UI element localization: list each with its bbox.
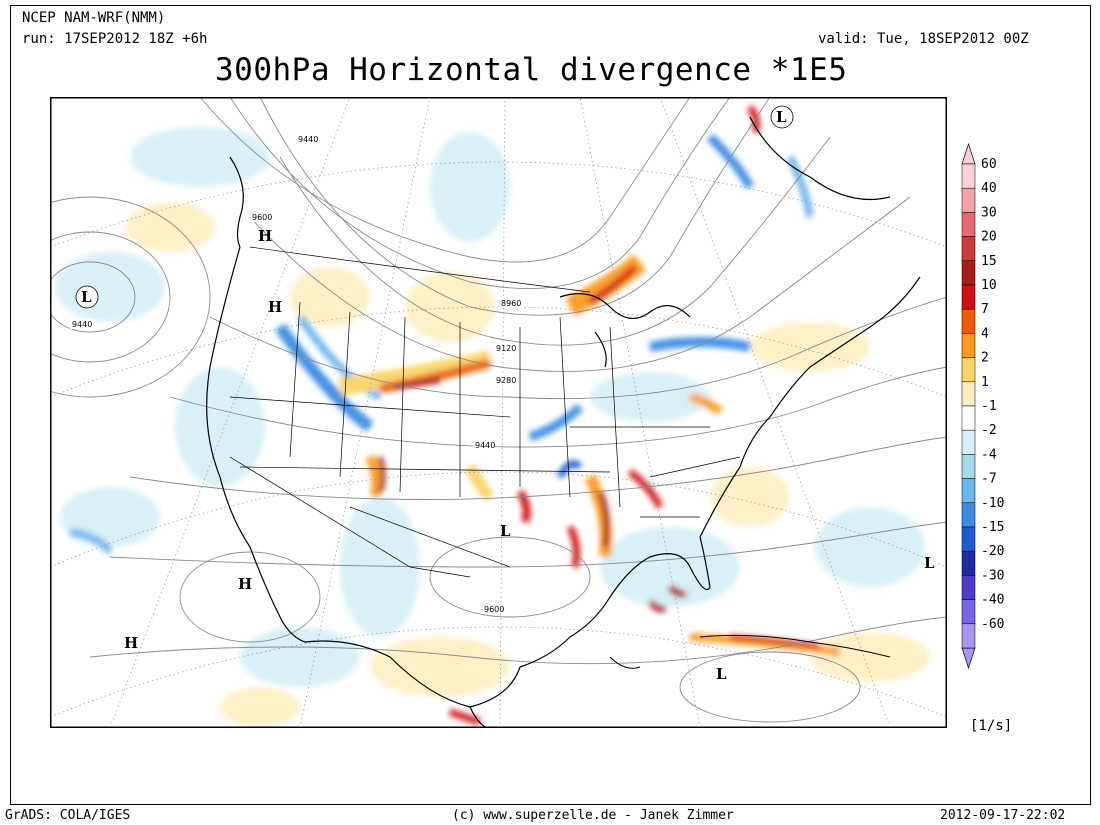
divergence-field [55, 105, 930, 727]
contour-labels: 9440 9600 9440 8960 9120 9280 9440 9600 [70, 134, 521, 614]
run-time: run: 17SEP2012 18Z +6h [22, 31, 208, 47]
state-borders [229, 246, 741, 578]
colorbar-swatch [961, 260, 976, 286]
colorbar-swatch [961, 284, 976, 310]
colorbar-swatch [961, 599, 976, 625]
plot-frame [10, 5, 1091, 805]
colorbar-label: -7 [981, 472, 997, 487]
footer-credit: (c) www.superzelle.de - Janek Zimmer [452, 808, 734, 823]
colorbar-label: 1 [981, 375, 989, 390]
colorbar-swatch [961, 405, 976, 431]
colorbar-label: 4 [981, 326, 989, 341]
colorbar-label: -20 [981, 544, 1004, 559]
colorbar-label: 40 [981, 181, 997, 196]
valid-time: valid: Tue, 18SEP2012 00Z [818, 31, 1029, 47]
contour-label: 9440 [475, 441, 495, 450]
colorbar-swatch [961, 236, 976, 262]
colorbar-swatch [961, 357, 976, 383]
colorbar: 60 40 30 20 15 10 7 4 2 1 -1 -2 -4 -7 -10 -15 -20 -30 -40 -… [961, 142, 1004, 670]
footer-timestamp: 2012-09-17-22:02 [940, 808, 1066, 823]
colorbar-label: 7 [981, 302, 989, 317]
contour-label: 9120 [496, 344, 516, 353]
colorbar-label: -40 [981, 593, 1004, 608]
pressure-centers: L L H H L H H L L [75, 105, 935, 683]
colorbar-swatch [961, 381, 976, 407]
low-pressure-center: L [81, 288, 92, 306]
contour-label: 9600 [484, 605, 504, 614]
colorbar-swatch [961, 212, 976, 237]
plot-title: 300hPa Horizontal divergence *1E5 [215, 52, 848, 88]
contour-label: 9600 [252, 213, 272, 222]
divergence-map: 9440 9600 9440 8960 9120 9280 9440 9600 … [50, 97, 947, 728]
colorbar-label: 15 [981, 254, 997, 269]
colorbar-label: 10 [981, 278, 997, 293]
colorbar-swatch [961, 550, 976, 576]
colorbar-swatch [961, 187, 976, 213]
colorbar-bottom-arrow [961, 647, 976, 670]
colorbar-swatch [961, 623, 976, 649]
low-pressure-center: L [716, 665, 727, 683]
colorbar-label: 60 [981, 157, 997, 172]
colorbar-swatch [961, 308, 976, 334]
colorbar-label: -4 [981, 447, 997, 462]
height-contours [50, 97, 947, 723]
footer-software: GrADS: COLA/IGES [5, 808, 131, 823]
colorbar-swatch [961, 478, 976, 504]
colorbar-swatch [961, 163, 976, 189]
low-pressure-center: L [776, 108, 787, 126]
colorbar-label: -10 [981, 496, 1004, 511]
contour-label: 9440 [298, 135, 318, 144]
colorbar-label: 30 [981, 205, 997, 220]
colorbar-label: -1 [981, 399, 997, 414]
low-pressure-center: L [924, 554, 935, 572]
colorbar-swatch [961, 429, 976, 455]
colorbar-swatch [961, 454, 976, 479]
model-name: NCEP NAM-WRF(NMM) [22, 10, 166, 26]
colorbar-swatch [961, 526, 976, 552]
colorbar-label: -30 [981, 568, 1004, 583]
contour-label: 9280 [496, 376, 516, 385]
low-pressure-center: L [500, 522, 511, 540]
high-pressure-center: H [124, 634, 138, 652]
high-pressure-center: H [238, 575, 252, 593]
contour-label: 9440 [72, 320, 92, 329]
colorbar-label: -15 [981, 520, 1004, 535]
colorbar-swatch [961, 575, 976, 600]
colorbar-top-arrow [961, 142, 976, 165]
colorbar-swatch [961, 333, 976, 358]
colorbar-label: 20 [981, 230, 997, 245]
colorbar-label: 2 [981, 351, 989, 366]
colorbar-units: [1/s] [970, 718, 1013, 734]
contour-label: 8960 [501, 299, 521, 308]
high-pressure-center: H [268, 298, 282, 316]
colorbar-label: -2 [981, 423, 997, 438]
colorbar-label: -60 [981, 617, 1004, 632]
coastlines [206, 116, 921, 728]
high-pressure-center: H [258, 227, 272, 245]
colorbar-swatch [961, 502, 976, 528]
